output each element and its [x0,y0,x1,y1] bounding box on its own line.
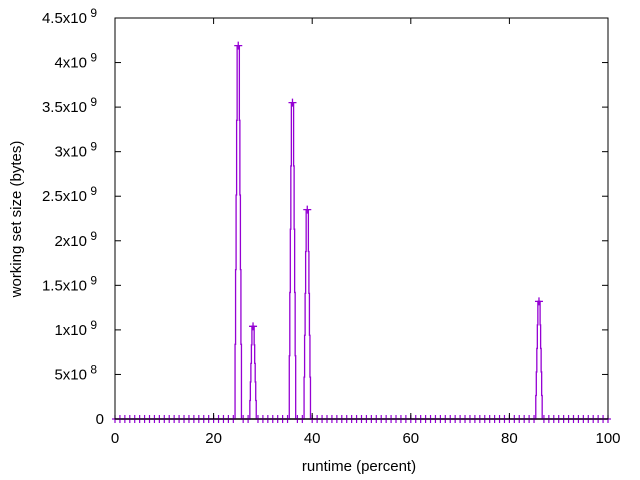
y-tick-label: 3x10 9 [54,140,97,161]
x-axis-label: runtime (percent) [302,458,416,475]
y-axis-label: working set size (bytes) [8,141,25,299]
x-tick-label: 20 [205,430,222,447]
y-tick-label: 2.5x10 9 [42,184,97,205]
peak-point-marker [249,322,258,331]
y-tick-label: 3.5x10 9 [42,95,97,116]
series-peak [303,208,312,419]
y-tick-label: 2x10 9 [54,229,97,250]
plot-border [114,17,609,420]
x-tick-label: 0 [111,430,119,447]
peak-point-marker [303,205,312,214]
x-tick-label: 80 [501,430,518,447]
series-peak [288,102,297,419]
series-peak [535,300,543,419]
x-tick-label: 100 [595,430,620,447]
y-tick-label: 1x10 9 [54,318,97,339]
y-tick-label: 5x10 8 [54,362,97,383]
y-tick-label: 1.5x10 9 [42,273,97,294]
y-tick-label: 4.5x10 9 [42,6,97,27]
peak-point-marker [288,98,297,107]
peak-point-marker [534,297,543,306]
peak-point-marker [234,41,243,50]
series-peak [249,325,257,419]
y-tick-label: 0 [96,411,104,428]
series-peak [234,44,243,419]
x-tick-label: 60 [402,430,419,447]
y-tick-label: 4x10 9 [54,51,97,72]
x-tick-label: 40 [304,430,321,447]
